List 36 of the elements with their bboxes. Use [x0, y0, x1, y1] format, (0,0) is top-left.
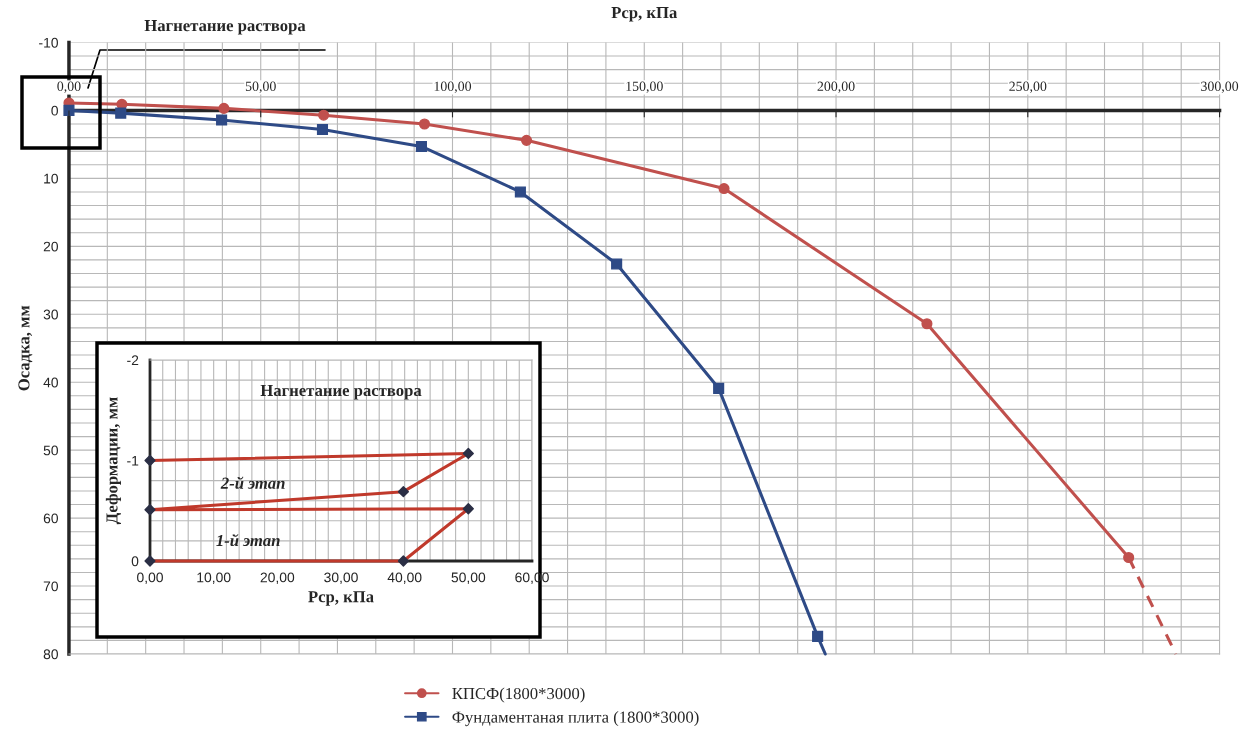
y-tick-label: 0 — [131, 556, 139, 567]
y-tick-label: 80 — [43, 649, 58, 660]
legend-label: Фундаментаная плита (1800*3000) — [452, 711, 699, 727]
x-tick-label: 0,00 — [137, 572, 163, 584]
x-tick-label: 30,00 — [324, 572, 358, 584]
x-tick-label: 100,00 — [434, 81, 472, 93]
y-tick-label: -1 — [127, 455, 139, 466]
y-tick-label: 0 — [51, 105, 58, 116]
x-tick-label: 20,00 — [260, 572, 295, 584]
y-tick-label: -10 — [39, 37, 58, 48]
x-tick-label: 200,00 — [817, 81, 855, 93]
x-tick-label: 150,00 — [626, 81, 663, 93]
annotation: 1-й этап — [216, 533, 280, 547]
y-tick-label: -2 — [127, 355, 139, 366]
x-tick-label: 40,00 — [387, 572, 422, 584]
y-tick-label: 10 — [44, 173, 58, 184]
x-tick-label: 250,00 — [1009, 81, 1047, 93]
y-tick-label: 20 — [43, 241, 58, 252]
text: Нагнетание раствора — [144, 20, 306, 35]
x-tick-label: 0,00 — [57, 81, 81, 93]
y-tick-label: 50 — [43, 445, 58, 456]
y-tick-label: 30 — [43, 309, 58, 320]
y-axis-title: Осадка, мм — [18, 305, 33, 391]
x-tick-label: 50,00 — [451, 572, 486, 584]
annotation: 2-й этап — [220, 476, 285, 489]
x-axis-title: Рср, кПа — [611, 7, 678, 22]
x-tick-label: 50,00 — [245, 81, 276, 93]
x-axis-title: Рср, кПа — [308, 591, 374, 606]
x-tick-label: 10,00 — [197, 572, 231, 584]
legend-label: КПСФ(1800*3000) — [452, 687, 585, 703]
x-tick-label: 300,00 — [1201, 81, 1239, 93]
y-axis-title: Деформации, мм — [105, 397, 121, 525]
y-tick-label: 70 — [43, 581, 58, 592]
y-tick-label: 60 — [43, 513, 58, 524]
y-tick-label: 40 — [43, 377, 58, 388]
text: Нагнетание раствора — [260, 384, 422, 400]
